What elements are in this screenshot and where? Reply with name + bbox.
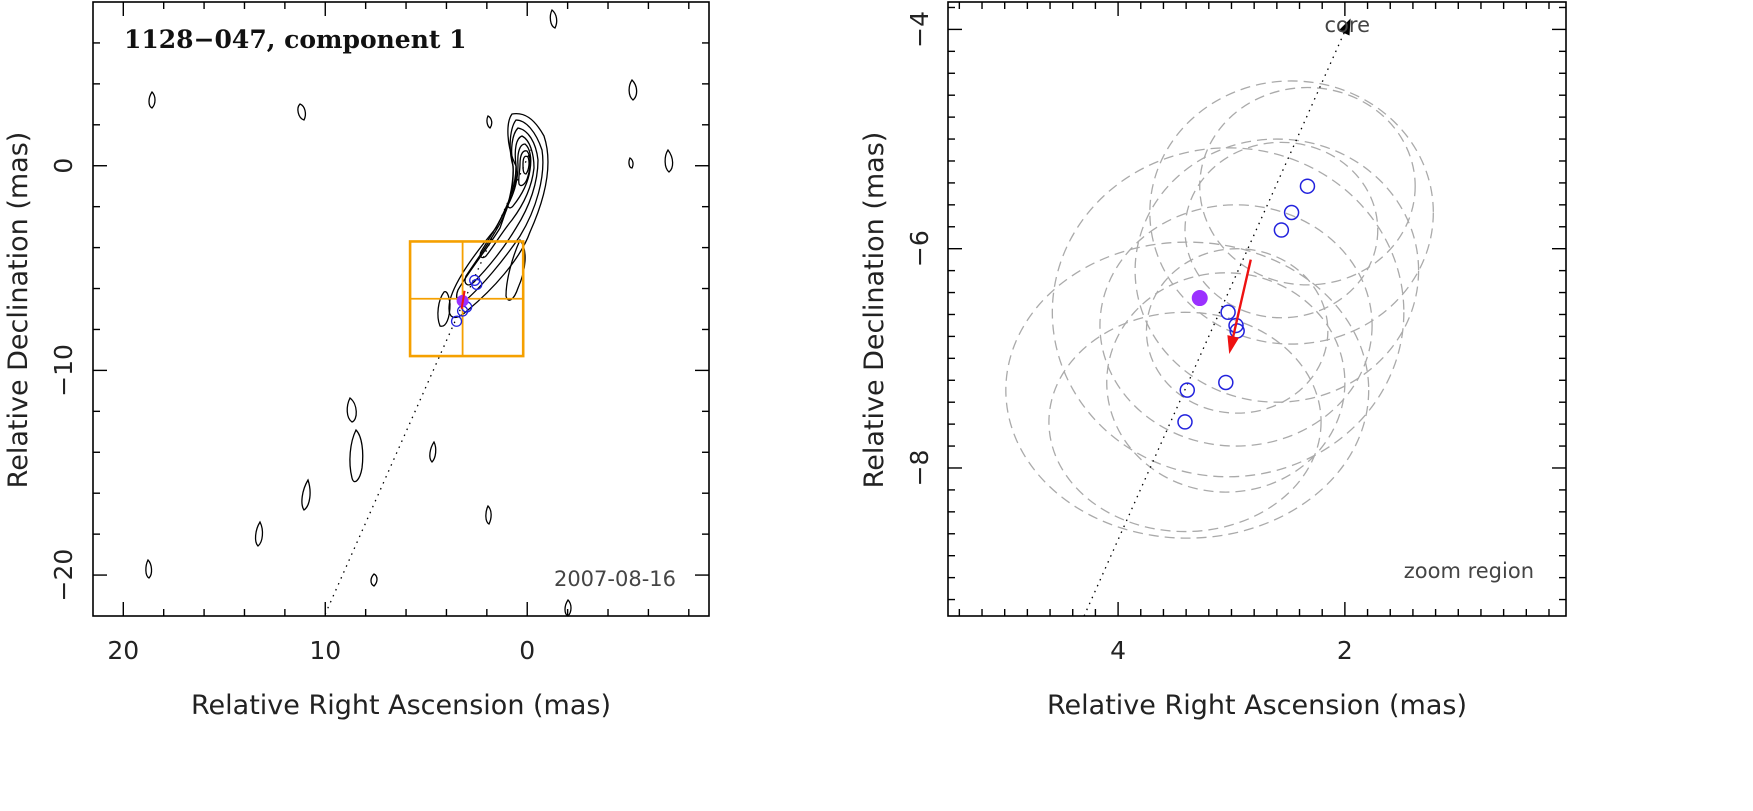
left-panel: 20 10 0 0 −10 −20 1128−047, component 1 2007-… xyxy=(3,1,710,721)
contour-line xyxy=(370,573,378,587)
left-x-axis-title: Relative Right Ascension (mas) xyxy=(191,690,611,721)
contour-line xyxy=(628,78,638,101)
uncertainty-ellipse xyxy=(1199,86,1416,286)
right-plot-content xyxy=(1005,18,1434,617)
component-position-marker xyxy=(471,278,483,291)
x-tick-label: 2 xyxy=(1337,636,1353,665)
contour-line xyxy=(628,157,634,169)
contour-line xyxy=(518,150,531,187)
x-tick-label: 20 xyxy=(107,636,139,665)
y-tick-label: −8 xyxy=(905,450,934,487)
y-tick-label: −6 xyxy=(905,230,934,267)
component-position-marker xyxy=(450,315,463,327)
uncertainty-ellipse xyxy=(1005,241,1370,539)
component-position-marker xyxy=(1228,317,1244,334)
uncertainty-ellipse xyxy=(1106,272,1346,493)
contour-line xyxy=(437,290,451,327)
core-direction-line xyxy=(1083,18,1352,617)
uncertainty-ellipse xyxy=(1051,147,1405,478)
uncertainty-ellipse xyxy=(1048,311,1322,533)
component-position-marker xyxy=(1179,382,1196,398)
current-position-marker xyxy=(1191,290,1208,307)
left-plot-content xyxy=(324,149,532,615)
contour-line xyxy=(349,428,364,483)
contour-line xyxy=(479,135,535,259)
contour-line xyxy=(148,90,156,109)
x-tick-label: 4 xyxy=(1110,636,1126,665)
contour-line xyxy=(448,112,549,319)
x-tick-label: 0 xyxy=(519,636,535,665)
zoom-region-label: zoom region xyxy=(1404,559,1534,583)
x-tick-label: 10 xyxy=(309,636,341,665)
contour-line xyxy=(664,148,674,173)
radio-contour-map xyxy=(145,8,674,617)
left-title: 1128−047, component 1 xyxy=(124,25,467,54)
component-position-marker xyxy=(1177,414,1193,430)
uncertainty-ellipse xyxy=(1134,138,1420,403)
contour-line xyxy=(346,397,357,423)
right-axis-ticks: 4 2 −4 −6 −8 xyxy=(905,2,1566,665)
y-tick-label: −20 xyxy=(49,549,78,602)
motion-vector xyxy=(460,290,466,309)
component-position-marker xyxy=(1273,222,1290,238)
uncertainty-ellipse xyxy=(1149,80,1434,345)
motion-arrowhead xyxy=(1227,335,1240,354)
right-panel: 4 2 −4 −6 −8 core zoom region Relative Right… xyxy=(859,1,1567,721)
contour-line xyxy=(507,143,532,209)
right-plot-frame xyxy=(947,1,1567,617)
contour-line xyxy=(486,115,493,129)
trajectory-line xyxy=(324,149,532,615)
y-tick-label: 0 xyxy=(49,158,78,174)
contour-line xyxy=(549,8,558,29)
uncertainty-ellipse xyxy=(1099,204,1373,447)
component-position-marker xyxy=(1299,178,1316,194)
y-tick-label: −10 xyxy=(49,344,78,397)
uncertainty-ellipse xyxy=(1184,141,1379,319)
contour-line xyxy=(297,103,307,121)
contour-line xyxy=(254,520,264,547)
left-plot-frame xyxy=(92,1,710,617)
component-position-marker xyxy=(1218,374,1234,391)
contour-line xyxy=(485,504,492,525)
left-y-axis-title: Relative Declination (mas) xyxy=(3,132,34,489)
contour-line xyxy=(456,119,544,304)
right-x-axis-title: Relative Right Ascension (mas) xyxy=(1047,690,1467,721)
motion-arrow xyxy=(1232,259,1252,337)
core-direction-arrowhead xyxy=(1338,18,1351,36)
component-position-marker xyxy=(1283,204,1300,221)
left-epoch-label: 2007-08-16 xyxy=(554,567,676,591)
y-tick-label: −4 xyxy=(905,11,934,48)
component-position-marker xyxy=(1220,304,1236,321)
contour-line xyxy=(429,440,437,463)
contour-line xyxy=(301,478,311,511)
contour-line xyxy=(464,127,539,286)
contour-line xyxy=(522,155,530,175)
right-y-axis-title: Relative Declination (mas) xyxy=(859,132,890,489)
contour-line xyxy=(145,558,153,579)
core-label: core xyxy=(1325,13,1371,37)
left-axis-ticks: 20 10 0 0 −10 −20 xyxy=(49,2,709,665)
uncertainty-ellipse xyxy=(1145,248,1329,414)
